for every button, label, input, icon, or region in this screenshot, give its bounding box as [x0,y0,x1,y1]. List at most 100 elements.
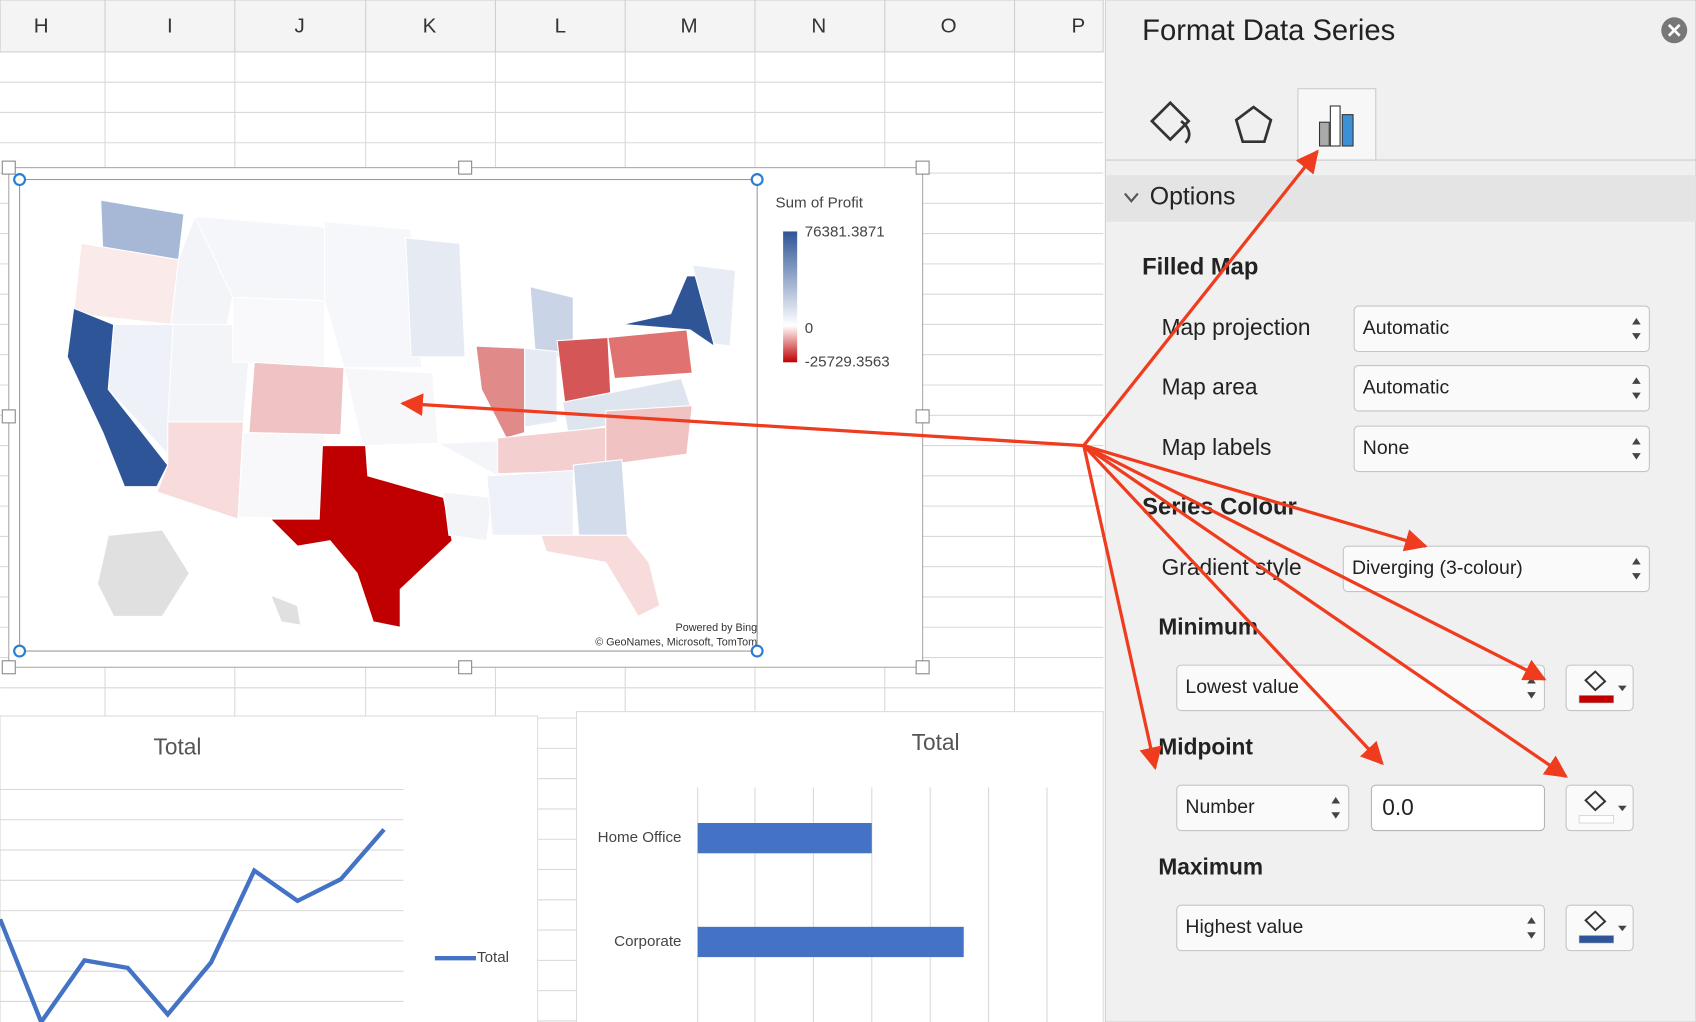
legend-title: Sum of Profit [776,194,864,211]
trend-line [0,828,386,1022]
spinner-arrows [1632,438,1641,460]
format-panel [1104,0,1696,1022]
resize-handle[interactable] [915,660,930,675]
color-swatch [1578,815,1614,824]
state-shape [405,237,466,358]
plot-handle [13,644,27,658]
dropdown[interactable] [1353,425,1650,473]
annotation-arrow [1083,444,1428,552]
state-shape [475,345,526,439]
column-header: O [941,14,957,37]
plot-handle [13,173,27,187]
resize-handle[interactable] [915,160,930,175]
spinner-arrows [1527,917,1536,939]
resize-handle[interactable] [458,160,473,175]
column-header: M [680,14,697,37]
resize-handle[interactable] [458,660,473,675]
map-credit: Powered by Bing [676,622,758,634]
spinner-arrows [1632,558,1641,580]
dropdown-arrow [1618,685,1627,692]
dropdown[interactable] [1353,305,1650,353]
group-heading: Maximum [1158,853,1263,879]
bar-shape [697,823,872,854]
state-shape [607,329,693,380]
spinner-arrows [1632,377,1641,400]
map-credit: © GeoNames, Microsoft, TomTom [595,636,757,648]
state-shape [269,445,453,628]
state-shape [324,221,423,369]
column-header: I [167,14,173,37]
bar-chart-frame [576,711,1104,1022]
state-shape [486,469,574,536]
group-heading: Midpoint [1158,733,1253,759]
legend-min: -25729.3563 [805,353,890,370]
dropdown[interactable] [1353,365,1650,412]
fill-line-tab-icon[interactable] [1149,100,1191,144]
state-shape [269,593,302,626]
options-tab-icon [1341,114,1354,147]
state-shape [540,534,661,618]
dropdown-arrow [1618,925,1627,932]
resize-handle[interactable] [1,409,16,424]
column-header: H [34,14,49,37]
option-label: Gradient style [1162,554,1302,580]
annotation-arrow [1082,445,1162,771]
column-header: L [555,14,566,37]
state-shape [96,529,191,617]
state-shape [170,214,234,325]
state-shape [66,307,169,488]
state-shape [572,459,628,536]
annotation-arrow [1083,444,1547,681]
state-shape [524,347,558,428]
resize-handle[interactable] [1,660,16,675]
annotation-arrow [1082,444,1384,766]
dropdown[interactable] [1342,545,1650,593]
dropdown-value: Lowest value [1185,676,1299,698]
paint-bucket-icon [1584,790,1607,812]
number-input-value: 0.0 [1382,794,1414,820]
group-heading: Minimum [1158,613,1258,639]
panel-title: Format Data Series [1142,15,1395,47]
option-label: Map labels [1162,434,1272,460]
state-shape [237,432,326,520]
bar-shape [697,926,964,958]
dropdown-value: None [1363,437,1410,459]
legend-max: 76381.3871 [805,224,885,241]
resize-handle[interactable] [915,409,930,424]
paint-bucket-icon [1584,670,1607,692]
section-header[interactable] [1106,175,1696,222]
line-chart-title: Total [153,733,201,759]
bar-chart-title: Total [912,729,960,755]
column-header: N [811,14,826,37]
option-label: Map area [1162,373,1258,399]
number-input[interactable] [1370,784,1546,832]
column-header: K [423,14,437,37]
chevron [1124,192,1139,203]
column-header: P [1072,14,1086,37]
dropdown-value: Diverging (3-colour) [1352,557,1523,579]
group-heading: Series Colour [1142,494,1297,521]
paint-bucket-icon [1584,910,1607,932]
spinner-arrows [1632,317,1641,340]
line-chart-frame [0,715,539,1022]
dropdown[interactable] [1176,784,1350,832]
annotation-arrow [1082,149,1319,447]
options-tab-icon [1318,121,1330,147]
group-heading: Filled Map [1142,253,1258,280]
dropdown[interactable] [1176,904,1546,952]
state-shape [248,361,345,436]
category-label: Corporate [614,933,681,950]
effects-tab-icon[interactable] [1234,105,1273,144]
plot-handle [750,173,764,187]
state-shape [156,421,245,520]
color-swatch [1578,935,1614,944]
column-header: J [295,14,305,37]
section-title: Options [1150,182,1236,210]
close-icon [1667,23,1681,37]
column-header-bar [0,0,1104,53]
resize-handle[interactable] [1,160,16,175]
options-tab-icon [1329,105,1341,147]
state-shape [556,336,612,403]
state-shape [232,296,326,369]
